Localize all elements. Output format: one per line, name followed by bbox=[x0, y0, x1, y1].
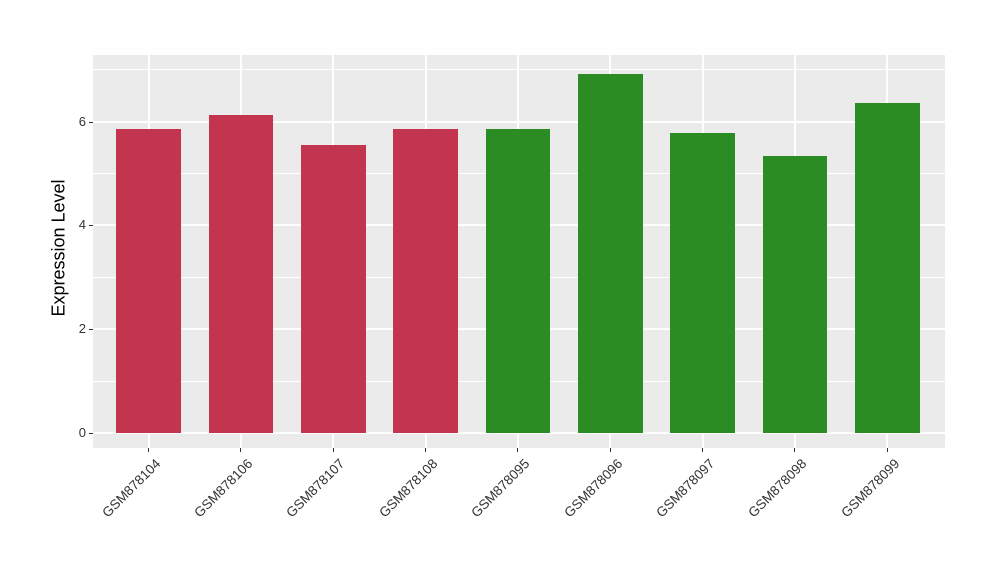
bar bbox=[670, 133, 735, 433]
y-tick-label: 4 bbox=[78, 217, 86, 233]
x-axis-tick bbox=[148, 448, 150, 452]
x-axis-tick bbox=[517, 448, 519, 452]
y-axis-tick bbox=[88, 121, 93, 123]
bar bbox=[762, 156, 828, 433]
x-tick-label: GSM878108 bbox=[376, 456, 441, 521]
grid-line-major bbox=[93, 120, 945, 123]
y-axis-tick bbox=[88, 329, 93, 331]
bar bbox=[393, 128, 458, 433]
grid-line-major bbox=[93, 432, 945, 434]
x-tick-label: GSM878104 bbox=[99, 456, 164, 521]
x-tick-label: GSM878099 bbox=[837, 456, 902, 521]
x-tick-label: GSM878098 bbox=[745, 456, 810, 521]
bar bbox=[116, 129, 181, 433]
y-tick-label: 0 bbox=[78, 425, 86, 440]
y-axis-tick bbox=[88, 225, 93, 227]
x-axis-tick bbox=[609, 448, 611, 452]
x-axis-tick bbox=[332, 448, 334, 452]
bar bbox=[578, 74, 643, 433]
bar bbox=[208, 115, 274, 433]
x-axis-tick bbox=[425, 448, 427, 452]
x-tick-label: GSM878107 bbox=[283, 456, 348, 521]
bar bbox=[855, 103, 920, 433]
x-tick-label: GSM878106 bbox=[191, 456, 256, 521]
x-tick-label: GSM878096 bbox=[560, 456, 625, 521]
x-axis-tick bbox=[886, 448, 888, 452]
x-tick-label: GSM878095 bbox=[468, 456, 533, 521]
plot-panel bbox=[93, 55, 945, 448]
x-axis-tick bbox=[702, 448, 704, 452]
y-tick-label: 6 bbox=[78, 113, 86, 129]
x-axis-tick bbox=[794, 448, 796, 452]
bar bbox=[300, 144, 366, 433]
x-axis-tick bbox=[240, 448, 242, 452]
y-axis-tick bbox=[88, 433, 93, 434]
grid-line-minor bbox=[93, 69, 945, 71]
y-tick-label: 2 bbox=[78, 321, 86, 337]
x-tick-label: GSM878097 bbox=[653, 456, 718, 521]
bar bbox=[485, 129, 551, 433]
y-axis-title: Expression Level bbox=[48, 179, 69, 317]
